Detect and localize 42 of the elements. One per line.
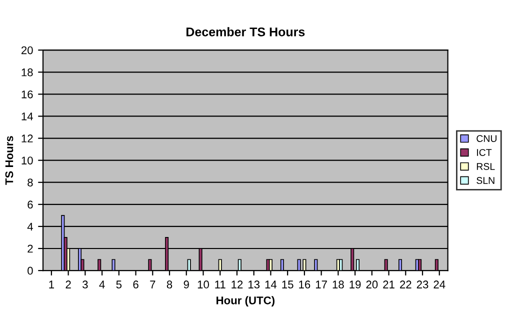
x-tick-label: 19 bbox=[350, 280, 361, 288]
y-tick-label: 2 bbox=[28, 244, 33, 253]
x-tick-label: 22 bbox=[400, 280, 412, 288]
y-axis-title: TS Hours bbox=[5, 136, 14, 185]
x-tick-label: 14 bbox=[265, 280, 277, 288]
x-tick-label: 24 bbox=[434, 280, 446, 288]
y-tick-label: 16 bbox=[22, 90, 33, 98]
x-tick-label: 7 bbox=[150, 280, 156, 288]
chart-title: December TS Hours bbox=[186, 27, 305, 36]
y-tick-label: 8 bbox=[28, 178, 33, 186]
y-tick-label: 12 bbox=[22, 134, 33, 142]
x-tick-label: 9 bbox=[184, 280, 189, 288]
x-tick-label: 17 bbox=[316, 280, 327, 288]
x-tick-label: 16 bbox=[299, 280, 310, 288]
x-tick-label: 15 bbox=[282, 280, 294, 288]
legend-label: RSL bbox=[476, 163, 495, 170]
legend-label: CNU bbox=[476, 135, 496, 142]
x-tick-label: 23 bbox=[416, 280, 428, 288]
y-tick-label: 10 bbox=[22, 156, 33, 164]
x-tick-label: 20 bbox=[366, 280, 378, 288]
x-tick-label: 18 bbox=[332, 280, 344, 288]
x-tick-label: 12 bbox=[232, 280, 243, 288]
x-axis-title: Hour (UTC) bbox=[216, 296, 274, 307]
x-tick-label: 3 bbox=[82, 280, 88, 288]
x-tick-label: 5 bbox=[116, 280, 122, 288]
y-tick-label: 20 bbox=[21, 46, 33, 54]
x-tick-label: 10 bbox=[198, 280, 209, 288]
y-tick-label: 4 bbox=[27, 222, 33, 230]
x-tick-label: 6 bbox=[133, 280, 138, 288]
x-tick-label: 2 bbox=[66, 280, 71, 288]
x-tick-label: 21 bbox=[383, 280, 394, 288]
x-tick-label: 8 bbox=[166, 280, 172, 288]
y-tick-label: 6 bbox=[28, 200, 33, 209]
x-tick-label: 4 bbox=[99, 280, 105, 288]
legend-label: ICT bbox=[477, 149, 492, 156]
y-tick-label: 14 bbox=[22, 112, 33, 120]
legend-label: SLN bbox=[476, 177, 494, 184]
x-tick-label: 1 bbox=[49, 280, 54, 288]
x-tick-label: 13 bbox=[248, 280, 260, 288]
y-tick-label: 0 bbox=[28, 266, 33, 275]
x-tick-label: 11 bbox=[215, 280, 226, 288]
y-tick-label: 18 bbox=[22, 68, 33, 76]
